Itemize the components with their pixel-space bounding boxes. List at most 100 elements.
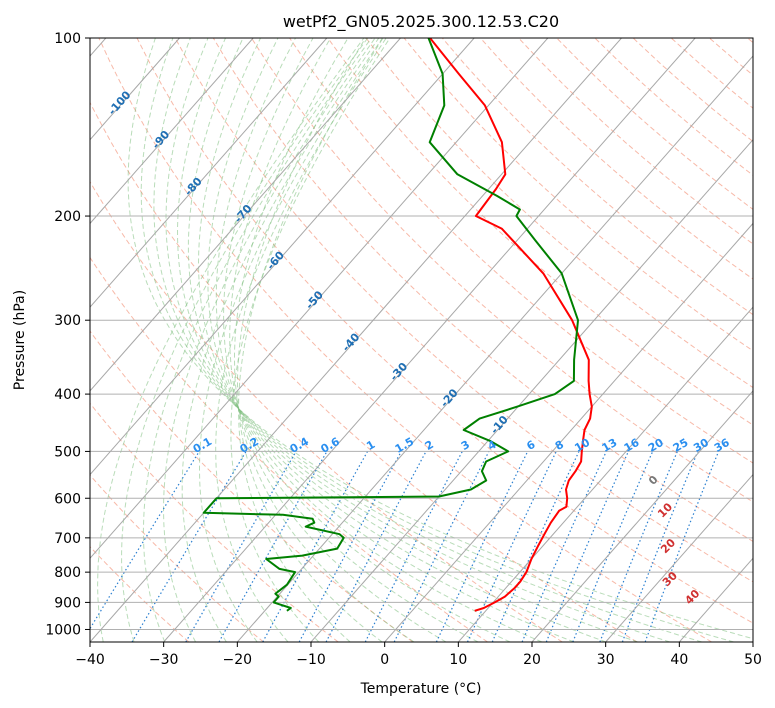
dry-adiabat <box>441 38 753 316</box>
moist-adiabat <box>237 38 383 642</box>
isotherm <box>678 557 753 642</box>
y-tick-label: 200 <box>54 209 81 225</box>
moist-adiabat <box>187 38 607 642</box>
dry-adiabat <box>289 38 753 464</box>
dry-adiabat <box>670 38 753 109</box>
isotherm-label: -40 <box>340 330 363 354</box>
moist-adiabat <box>207 38 543 642</box>
moist-adiabat <box>127 38 753 640</box>
x-tick-label: 50 <box>744 652 762 668</box>
isotherm <box>310 138 753 642</box>
mixing-ratio-label: 8 <box>553 438 566 453</box>
x-tick-label: 30 <box>597 652 615 668</box>
moist-adiabat <box>215 38 387 642</box>
mixing-ratio-line <box>599 451 678 642</box>
isotherm-label: -100 <box>106 88 134 118</box>
mixing-ratio-label: 16 <box>622 436 642 455</box>
mixing-ratio-label: 13 <box>600 436 620 455</box>
moist-adiabat <box>223 38 479 642</box>
x-tick-label: 10 <box>449 652 467 668</box>
mixing-ratio-label: 2 <box>423 438 436 453</box>
x-tick-label: 40 <box>670 652 688 668</box>
moist-adiabat <box>215 38 511 642</box>
x-tick-label: −30 <box>149 652 179 668</box>
moist-adiabat <box>176 38 638 642</box>
mixing-ratio-label: 25 <box>671 436 691 455</box>
dry-adiabat <box>480 38 753 280</box>
mixing-ratio-label: 1 <box>364 438 377 453</box>
mixing-ratio-line <box>298 451 402 642</box>
mixing-ratio-line <box>218 451 328 642</box>
y-tick-label: 700 <box>54 531 81 547</box>
isotherm <box>531 390 753 642</box>
dry-adiabat <box>174 38 753 583</box>
isotherm <box>236 55 753 642</box>
isotherm <box>90 38 254 225</box>
x-tick-label: −20 <box>223 652 253 668</box>
isotherms <box>90 38 753 642</box>
moist-adiabat <box>234 38 415 642</box>
mixing-ratio-line <box>393 451 490 642</box>
y-tick-label: 500 <box>54 444 81 460</box>
dry-adiabat <box>747 38 753 44</box>
isotherm-label: -60 <box>264 249 287 273</box>
dry-adiabat <box>327 38 753 426</box>
y-tick-label: 100 <box>54 31 81 47</box>
moist-adiabat <box>140 38 734 642</box>
dry-adiabat <box>90 402 339 642</box>
moist-adiabat <box>230 38 391 642</box>
dry-adiabat <box>90 101 638 642</box>
isotherm <box>90 38 401 392</box>
dry-adiabat <box>90 256 488 642</box>
dry-adiabat <box>403 38 753 352</box>
moist-adiabat <box>165 38 670 642</box>
moist-adiabat <box>197 38 575 642</box>
isotherm <box>90 38 475 476</box>
y-tick-label: 400 <box>54 387 81 403</box>
y-axis-label: Pressure (hPa) <box>12 290 28 390</box>
moist-adiabat <box>229 38 447 642</box>
x-tick-label: 20 <box>523 652 541 668</box>
moist-adiabat <box>121 38 369 642</box>
moist-adiabat <box>153 38 702 642</box>
isotherm-label: -90 <box>149 128 172 152</box>
y-tick-label: 300 <box>54 313 81 329</box>
moist-adiabat-label: 0 <box>646 473 661 488</box>
isotherm <box>90 38 549 560</box>
isotherm-label: -80 <box>182 175 205 199</box>
mixing-ratio-line <box>644 451 720 642</box>
mixing-ratio-line <box>90 451 200 630</box>
moist-adiabat-label: 40 <box>682 587 702 607</box>
mixing-ratio-label: 20 <box>646 436 666 455</box>
dry-adiabat <box>98 38 712 642</box>
y-tick-label: 1000 <box>45 622 81 638</box>
mixing-ratio-line <box>435 451 529 642</box>
isotherm <box>90 38 622 642</box>
mixing-ratio-label: 0.6 <box>318 435 342 456</box>
mixing-ratio-label: 0.4 <box>288 435 312 456</box>
isotherm <box>90 38 180 141</box>
mixing-ratio-line <box>572 451 654 642</box>
mixing-ratio-line <box>364 451 463 642</box>
isotherm-label: -30 <box>387 360 410 384</box>
y-tick-label: 900 <box>54 595 81 611</box>
mixing-ratio-label: 6 <box>524 438 537 453</box>
y-tick-label: 800 <box>54 565 81 581</box>
isotherm <box>163 38 696 642</box>
dry-adiabat <box>90 474 264 642</box>
mixing-ratio-line <box>325 451 427 642</box>
mixing-ratio-label: 36 <box>712 436 732 455</box>
chart-title: wetPf2_GN05.2025.300.12.53.C20 <box>283 12 559 32</box>
isotherm-label: -20 <box>438 386 461 410</box>
isotherm <box>457 306 753 642</box>
x-tick-label: −40 <box>75 652 105 668</box>
y-tick-label: 600 <box>54 491 81 507</box>
moist-adiabat <box>238 38 384 642</box>
mixing-ratio-line <box>545 451 629 642</box>
dry-adiabat <box>709 38 753 76</box>
mixing-ratio-line <box>262 451 369 642</box>
isotherm <box>90 38 328 308</box>
isotherm <box>752 641 753 642</box>
dry-adiabat <box>365 38 753 389</box>
